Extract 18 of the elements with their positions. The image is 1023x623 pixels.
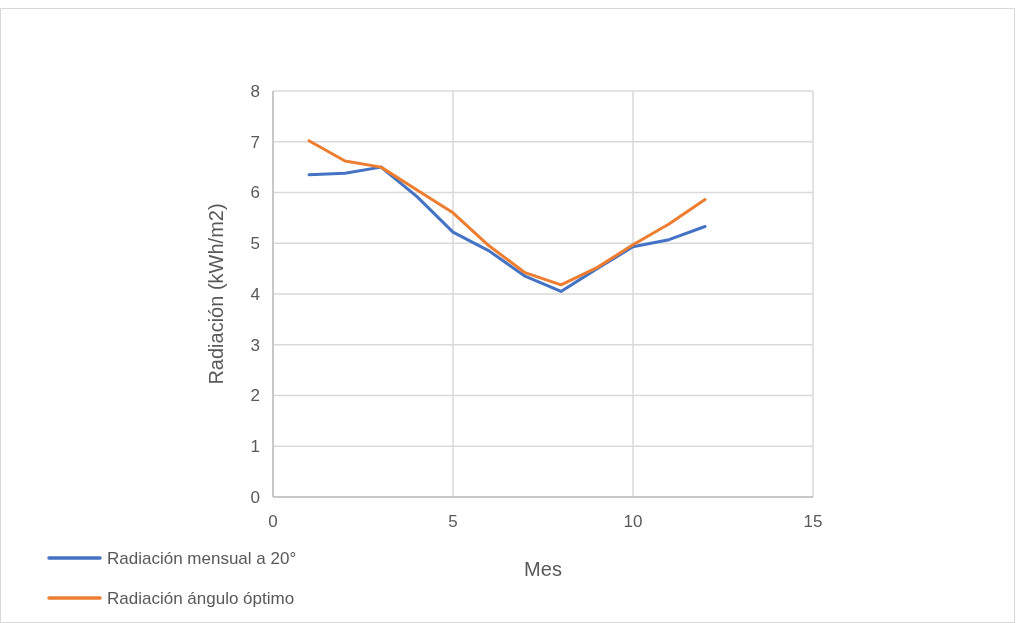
x-tick-label: 15 [803, 512, 823, 531]
y-tick-label: 6 [250, 183, 260, 203]
y-tick-label: 1 [250, 437, 260, 457]
y-tick-label: 7 [250, 132, 260, 152]
y-axis-title: Radiación (kWh/m2) [205, 203, 227, 385]
legend-label: Radiación ángulo óptimo [107, 588, 295, 608]
y-tick-label: 8 [250, 81, 260, 101]
x-axis-title: Mes [524, 558, 562, 580]
y-tick-label: 4 [250, 284, 260, 304]
legend-label: Radiación mensual a 20° [107, 548, 297, 568]
y-tick-label: 0 [250, 487, 260, 507]
line-series [307, 139, 707, 287]
x-tick-label: 5 [448, 512, 458, 531]
y-tick-label: 2 [250, 386, 260, 406]
x-tick-label: 10 [623, 512, 643, 531]
y-tick-label: 3 [250, 335, 260, 355]
x-tick-label: 0 [268, 512, 278, 531]
y-tick-label: 5 [250, 234, 260, 254]
